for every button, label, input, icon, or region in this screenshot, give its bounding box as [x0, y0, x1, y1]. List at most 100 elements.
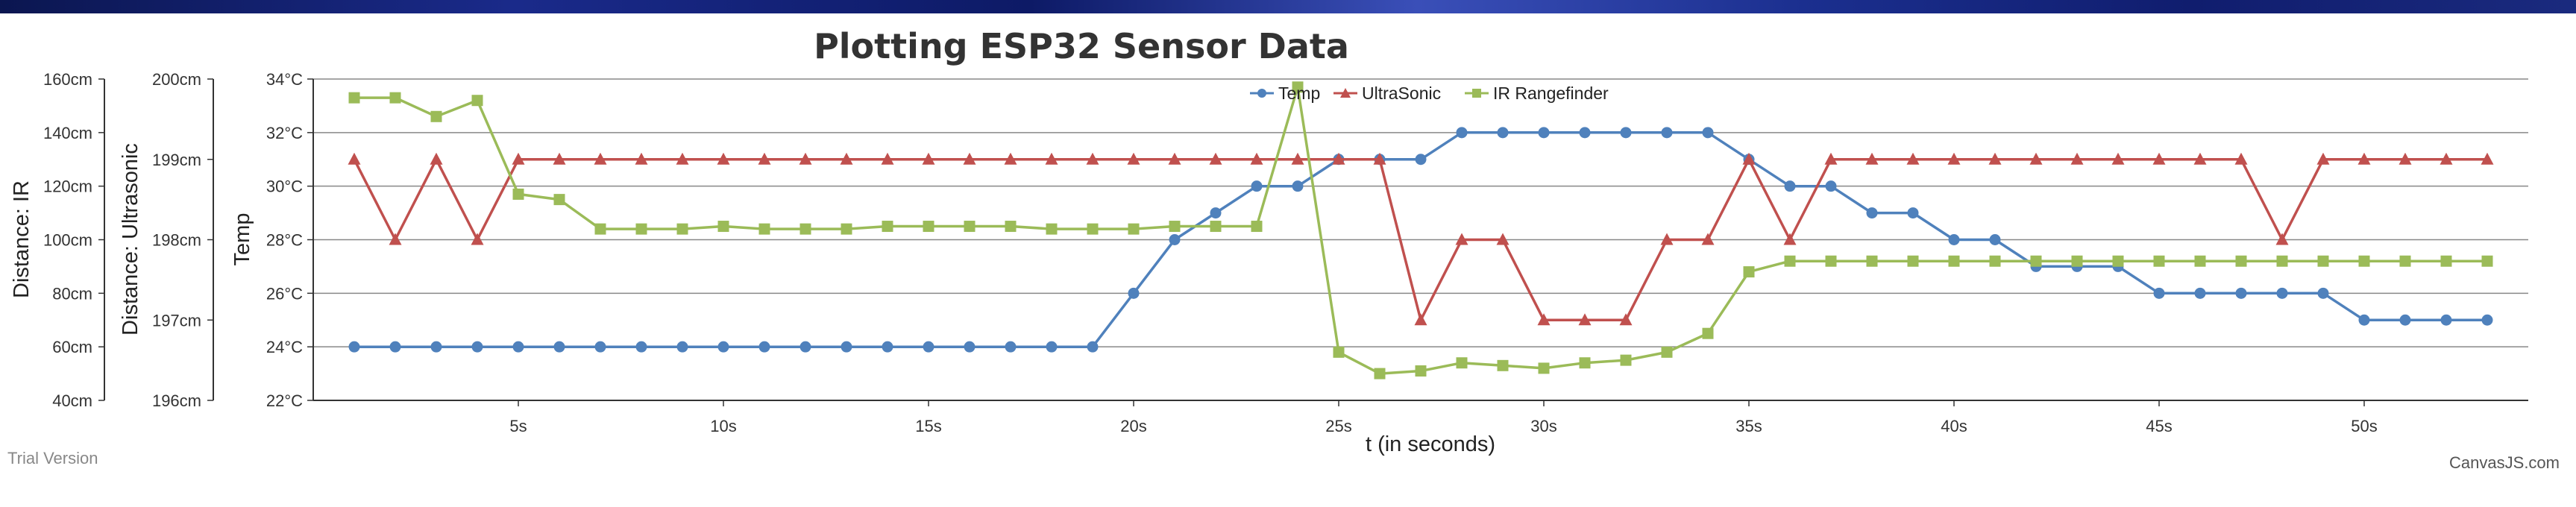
data-point-ir[interactable] — [348, 92, 360, 104]
data-point-temp[interactable] — [717, 341, 729, 353]
data-point-temp[interactable] — [1907, 207, 1919, 219]
data-point-temp[interactable] — [553, 341, 565, 353]
data-point-temp[interactable] — [841, 341, 852, 353]
data-point-ir[interactable] — [1005, 221, 1017, 233]
data-point-temp[interactable] — [799, 341, 811, 353]
data-point-temp[interactable] — [1169, 234, 1181, 245]
data-point-ultrasonic[interactable] — [2316, 152, 2330, 165]
data-point-ultrasonic[interactable] — [1127, 152, 1140, 165]
data-point-temp[interactable] — [2481, 314, 2493, 326]
data-point-ir[interactable] — [1620, 354, 1632, 366]
data-point-temp[interactable] — [2276, 287, 2288, 299]
data-point-temp[interactable] — [2440, 314, 2452, 326]
data-point-ultrasonic[interactable] — [1373, 152, 1386, 165]
data-point-ir[interactable] — [2030, 255, 2042, 267]
data-point-ultrasonic[interactable] — [717, 152, 730, 165]
data-point-ir[interactable] — [635, 223, 647, 235]
data-point-ultrasonic[interactable] — [635, 152, 648, 165]
data-point-ir[interactable] — [553, 194, 565, 206]
data-point-ultrasonic[interactable] — [553, 152, 566, 165]
data-point-ultrasonic[interactable] — [1086, 152, 1099, 165]
data-point-ultrasonic[interactable] — [2193, 152, 2207, 165]
data-point-ir[interactable] — [512, 188, 524, 200]
data-point-ultrasonic[interactable] — [1660, 233, 1674, 245]
data-point-temp[interactable] — [1456, 127, 1468, 139]
data-point-ultrasonic[interactable] — [1742, 152, 1756, 165]
data-point-temp[interactable] — [1579, 127, 1591, 139]
data-point-temp[interactable] — [594, 341, 606, 353]
data-point-ultrasonic[interactable] — [1537, 313, 1551, 326]
data-point-ir[interactable] — [1087, 223, 1099, 235]
data-point-temp[interactable] — [2317, 287, 2329, 299]
legend-item-ir[interactable]: IR Rangefinder — [1465, 84, 1609, 103]
data-point-ultrasonic[interactable] — [840, 152, 853, 165]
data-point-ir[interactable] — [2358, 255, 2370, 267]
data-point-ir[interactable] — [1743, 266, 1755, 278]
data-point-ir[interactable] — [2276, 255, 2288, 267]
data-point-temp[interactable] — [1825, 180, 1837, 192]
data-point-temp[interactable] — [635, 341, 647, 353]
data-point-ultrasonic[interactable] — [1947, 152, 1961, 165]
data-point-ir[interactable] — [1907, 255, 1919, 267]
data-point-ultrasonic[interactable] — [1045, 152, 1058, 165]
data-point-ultrasonic[interactable] — [1906, 152, 1920, 165]
data-point-ir[interactable] — [799, 223, 811, 235]
data-point-temp[interactable] — [1251, 180, 1263, 192]
data-point-ir[interactable] — [758, 223, 770, 235]
data-point-temp[interactable] — [348, 341, 360, 353]
data-point-temp[interactable] — [430, 341, 442, 353]
data-point-ultrasonic[interactable] — [758, 152, 771, 165]
data-point-ultrasonic[interactable] — [1414, 313, 1427, 326]
data-point-temp[interactable] — [2194, 287, 2206, 299]
data-point-ir[interactable] — [1702, 327, 1714, 339]
data-point-temp[interactable] — [1128, 287, 1140, 299]
data-point-temp[interactable] — [1702, 127, 1714, 139]
data-point-temp[interactable] — [1046, 341, 1058, 353]
data-point-temp[interactable] — [1661, 127, 1673, 139]
data-point-ir[interactable] — [2071, 255, 2083, 267]
data-point-ultrasonic[interactable] — [2275, 233, 2289, 245]
data-point-ultrasonic[interactable] — [1619, 313, 1633, 326]
data-point-ultrasonic[interactable] — [881, 152, 894, 165]
data-point-ultrasonic[interactable] — [2029, 152, 2043, 165]
data-point-ultrasonic[interactable] — [1783, 233, 1797, 245]
data-point-temp[interactable] — [882, 341, 893, 353]
data-point-ir[interactable] — [1825, 255, 1837, 267]
data-point-ultrasonic[interactable] — [1701, 233, 1715, 245]
data-point-ultrasonic[interactable] — [471, 233, 484, 245]
data-point-ultrasonic[interactable] — [799, 152, 812, 165]
data-point-ir[interactable] — [2153, 255, 2165, 267]
data-point-ultrasonic[interactable] — [1209, 152, 1222, 165]
data-point-ir[interactable] — [1374, 368, 1386, 380]
data-point-ir[interactable] — [964, 221, 976, 233]
data-point-temp[interactable] — [512, 341, 524, 353]
data-point-ultrasonic[interactable] — [389, 233, 402, 245]
data-point-temp[interactable] — [2153, 287, 2165, 299]
data-point-ultrasonic[interactable] — [1168, 152, 1181, 165]
data-point-ultrasonic[interactable] — [1250, 152, 1263, 165]
data-point-ultrasonic[interactable] — [430, 152, 443, 165]
data-point-ultrasonic[interactable] — [1455, 233, 1468, 245]
data-point-ultrasonic[interactable] — [2234, 152, 2248, 165]
data-point-ir[interactable] — [1046, 223, 1058, 235]
data-point-temp[interactable] — [389, 341, 401, 353]
data-point-ir[interactable] — [1989, 255, 2001, 267]
data-point-ir[interactable] — [1415, 365, 1427, 377]
data-point-ir[interactable] — [1784, 255, 1796, 267]
data-point-temp[interactable] — [1005, 341, 1017, 353]
data-point-ultrasonic[interactable] — [1824, 152, 1838, 165]
data-point-temp[interactable] — [471, 341, 483, 353]
data-point-ultrasonic[interactable] — [963, 152, 976, 165]
data-point-ultrasonic[interactable] — [2070, 152, 2084, 165]
data-point-ultrasonic[interactable] — [1004, 152, 1017, 165]
data-point-ir[interactable] — [471, 95, 483, 107]
data-point-temp[interactable] — [923, 341, 934, 353]
data-point-ir[interactable] — [676, 223, 688, 235]
data-point-ir[interactable] — [2194, 255, 2206, 267]
data-point-ir[interactable] — [1210, 221, 1222, 233]
data-point-temp[interactable] — [1415, 154, 1427, 166]
data-point-ir[interactable] — [841, 223, 852, 235]
data-point-ir[interactable] — [717, 221, 729, 233]
canvasjs-credit-link[interactable]: CanvasJS.com — [2449, 453, 2560, 472]
data-point-ultrasonic[interactable] — [1865, 152, 1879, 165]
